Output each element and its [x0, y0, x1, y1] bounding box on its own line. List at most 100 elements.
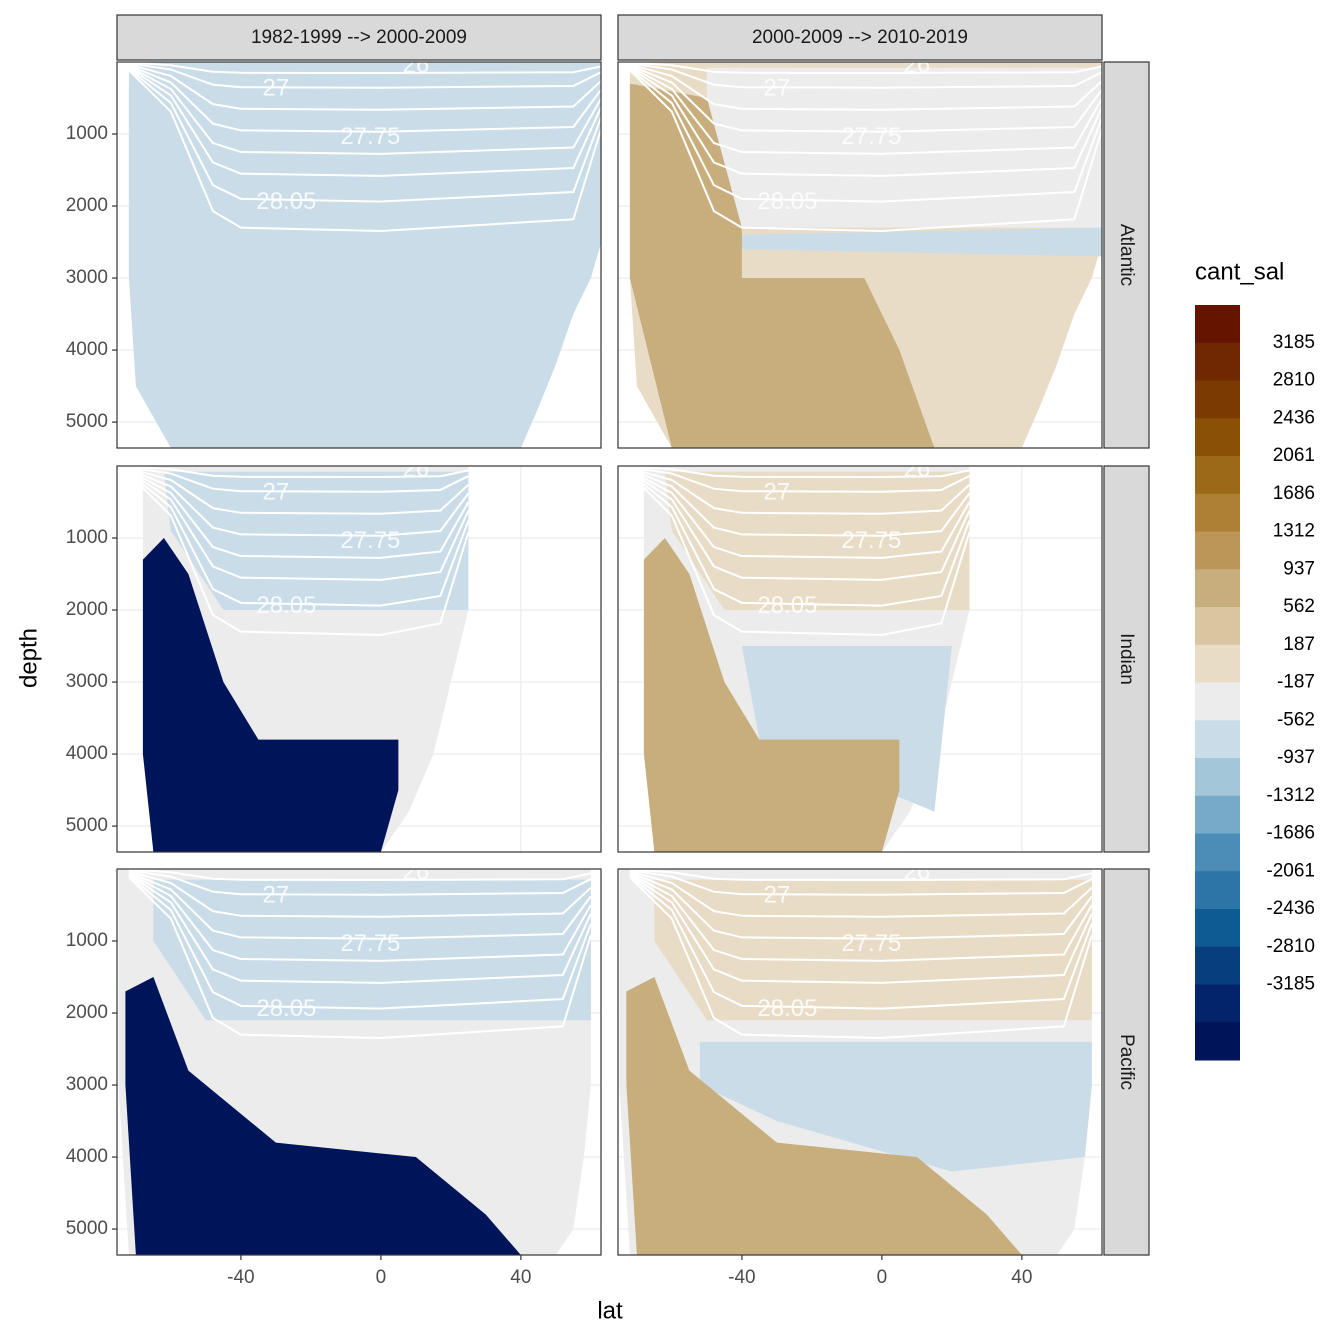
column-strip — [116, 14, 602, 61]
isopycnal-line — [629, 873, 1093, 984]
isopycnal-label: 27 — [764, 75, 791, 102]
isopycnal-label: 27 — [764, 882, 791, 909]
legend-label: 1686 — [1273, 483, 1315, 504]
y-axis-title: depth — [15, 628, 42, 688]
isopycnal-label: 27.75 — [340, 527, 400, 554]
isopycnal-label: 27.75 — [841, 930, 901, 957]
legend-swatch — [1195, 871, 1240, 910]
legend-swatch — [1195, 493, 1240, 532]
isopycnal-label: 28.05 — [256, 592, 316, 619]
isopycnal-line — [128, 875, 592, 1010]
isopycnal-label: 27.75 — [841, 527, 901, 554]
isopycnal-label: 26 — [904, 456, 931, 483]
isopycnal-line — [128, 66, 601, 177]
isopycnal-line — [128, 62, 601, 89]
panel: 26 27 27.75 28.05 -40 0 40 — [617, 859, 1103, 1288]
legend-label: -562 — [1277, 709, 1315, 730]
row-strip — [1103, 868, 1150, 1256]
panel: 26 27 27.75 28.05 1000 2000 3000 4000 5000 — [66, 465, 602, 853]
isopycnal-label: 26 — [403, 52, 430, 79]
y-tick-label: 3000 — [66, 267, 108, 288]
panel: 26 27 27.75 28.05 — [617, 456, 1103, 853]
y-tick-label: 4000 — [66, 1146, 108, 1167]
isopycnal-line — [629, 62, 1102, 89]
legend-swatch — [1195, 342, 1240, 381]
legend-swatch — [1195, 456, 1240, 495]
isopycnal-label: 26 — [904, 52, 931, 79]
isopycnal-label: 28.05 — [256, 995, 316, 1022]
isopycnal-line — [629, 473, 971, 636]
legend-swatch — [1195, 720, 1240, 759]
deep-region — [142, 538, 399, 852]
row-strip-label: Pacific — [1116, 1034, 1137, 1090]
y-tick-label: 5000 — [66, 411, 108, 432]
x-tick-label: 0 — [376, 1267, 387, 1288]
isopycnal-line — [128, 466, 469, 493]
legend-title: cant_sal — [1195, 258, 1284, 285]
x-tick-label: -40 — [227, 1267, 254, 1288]
x-axis-title: lat — [597, 1297, 623, 1324]
legend-label: 3185 — [1273, 332, 1315, 353]
y-tick-label: 5000 — [66, 815, 108, 836]
y-tick-label: 5000 — [66, 1218, 108, 1239]
row-strip — [1103, 61, 1150, 449]
legend-swatch — [1195, 984, 1240, 1023]
legend-label: 2436 — [1273, 407, 1315, 428]
isopycnal-line — [629, 871, 1093, 940]
isopycnal-line — [128, 468, 470, 537]
isopycnal-line — [629, 469, 971, 559]
isopycnal-label: 26 — [403, 859, 430, 886]
isopycnal-line — [629, 62, 1102, 75]
thermocline-region — [664, 471, 970, 611]
isopycnal-label: 28.05 — [757, 995, 817, 1022]
panel: 26 27 27.75 28.05 — [617, 52, 1103, 449]
column-strip-label: 2000-2009 --> 2010-2019 — [752, 27, 968, 48]
isopycnal-label: 27 — [263, 882, 290, 909]
isopycnal-line — [629, 869, 1093, 896]
isopycnal-line — [629, 68, 1102, 203]
legend-label: 2810 — [1273, 370, 1315, 391]
legend-swatch — [1195, 607, 1240, 646]
isopycnal-label: 26 — [904, 859, 931, 886]
isopycnal-label: 28.05 — [256, 188, 316, 215]
legend-swatch — [1195, 909, 1240, 948]
isopycnal-line — [128, 62, 601, 75]
isopycnal-line — [128, 472, 470, 607]
y-tick-label: 1000 — [66, 527, 108, 548]
isopycnal-line — [629, 65, 1102, 155]
row-strip — [1103, 465, 1150, 853]
isopycnal-line — [128, 873, 592, 984]
legend-label: 1312 — [1273, 521, 1315, 542]
legend-swatch — [1195, 946, 1240, 985]
isopycnal-line — [128, 470, 470, 581]
isopycnal-line — [128, 876, 592, 1039]
isopycnal-line — [629, 468, 971, 537]
isopycnal-line — [128, 473, 470, 636]
deep-region — [629, 83, 935, 448]
y-tick-label: 2000 — [66, 599, 108, 620]
isopycnal-line — [629, 69, 1102, 232]
isopycnal-line — [629, 870, 1093, 918]
panel-border — [617, 465, 1103, 853]
isopycnal-label: 28.05 — [757, 188, 817, 215]
panel: 26 27 27.75 28.05 1000 2000 3000 4000 5000 -40 0 40 — [66, 859, 602, 1288]
thermocline-region — [163, 471, 469, 611]
x-tick-label: 0 — [877, 1267, 888, 1288]
isopycnal-line — [128, 871, 592, 940]
legend-label: -2061 — [1266, 860, 1315, 881]
legend-label: -1312 — [1266, 785, 1315, 806]
legend-swatch — [1195, 644, 1240, 683]
legend-label: 187 — [1283, 634, 1315, 655]
legend-label: -1686 — [1266, 823, 1315, 844]
legend-label: -2810 — [1266, 936, 1315, 957]
deep-region — [128, 83, 434, 448]
legend-swatch — [1195, 569, 1240, 608]
y-tick-label: 1000 — [66, 930, 108, 951]
contours: 26 27 27.75 28.05 — [128, 466, 470, 852]
isopycnal-label: 27 — [764, 479, 791, 506]
legend-swatch — [1195, 758, 1240, 797]
isopycnal-line — [629, 466, 970, 493]
isopycnal-line — [128, 869, 592, 896]
isopycnal-line — [128, 869, 592, 882]
legend-swatch — [1195, 682, 1240, 721]
